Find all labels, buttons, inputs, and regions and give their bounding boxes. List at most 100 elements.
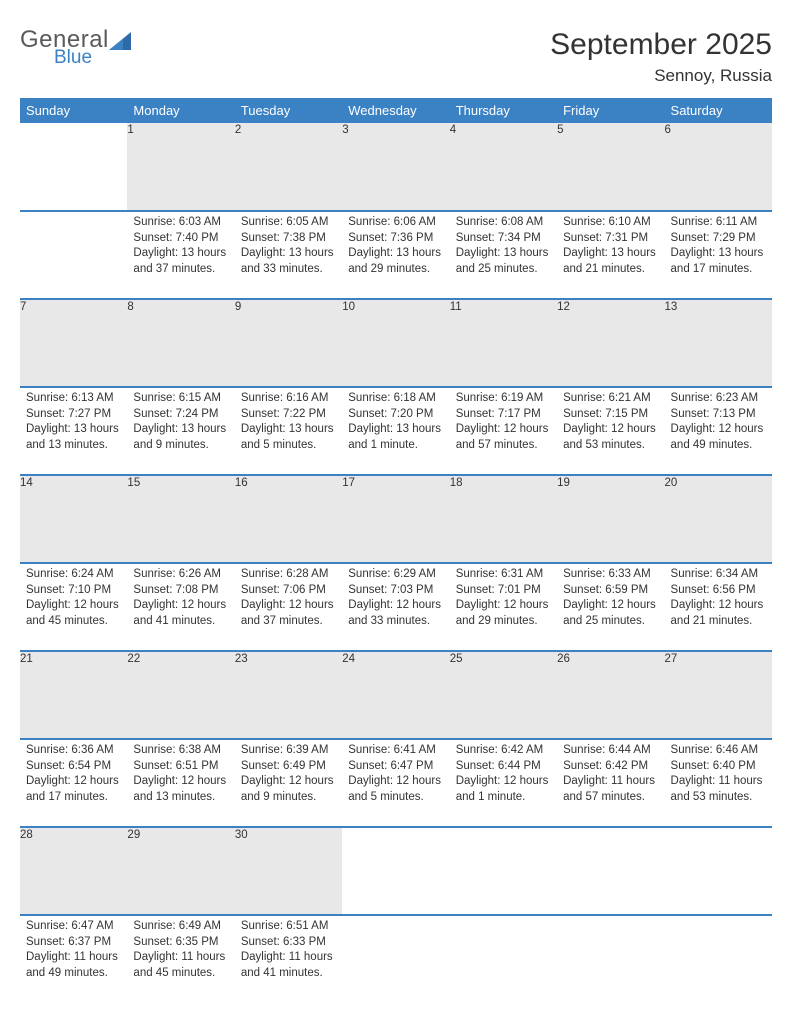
sunset-text: Sunset: 6:54 PM [26,759,121,775]
sunset-text: Sunset: 7:22 PM [241,407,336,423]
day-cell [450,915,557,1003]
daylight-text: Daylight: 12 hours and 53 minutes. [563,422,658,453]
day-cell-body: Sunrise: 6:46 AMSunset: 6:40 PMDaylight:… [665,740,772,811]
day-cell-body: Sunrise: 6:23 AMSunset: 7:13 PMDaylight:… [665,388,772,459]
sunset-text: Sunset: 6:51 PM [133,759,228,775]
day-number: 2 [235,123,342,211]
day-number: 17 [342,475,449,563]
sunset-text: Sunset: 7:27 PM [26,407,121,423]
sunrise-text: Sunrise: 6:28 AM [241,567,336,583]
sunrise-text: Sunrise: 6:34 AM [671,567,766,583]
day-cell-body: Sunrise: 6:19 AMSunset: 7:17 PMDaylight:… [450,388,557,459]
page-header: General Blue September 2025 Sennoy, Russ… [20,28,772,86]
day-cell: Sunrise: 6:18 AMSunset: 7:20 PMDaylight:… [342,387,449,475]
day-cell: Sunrise: 6:23 AMSunset: 7:13 PMDaylight:… [665,387,772,475]
day-number: 23 [235,651,342,739]
sunset-text: Sunset: 6:47 PM [348,759,443,775]
daylight-text: Daylight: 12 hours and 37 minutes. [241,598,336,629]
day-number [557,827,664,915]
daynum-row: 21222324252627 [20,651,772,739]
sunset-text: Sunset: 7:03 PM [348,583,443,599]
sunset-text: Sunset: 7:24 PM [133,407,228,423]
daylight-text: Daylight: 12 hours and 49 minutes. [671,422,766,453]
day-cell: Sunrise: 6:26 AMSunset: 7:08 PMDaylight:… [127,563,234,651]
day-cell: Sunrise: 6:33 AMSunset: 6:59 PMDaylight:… [557,563,664,651]
daylight-text: Daylight: 13 hours and 13 minutes. [26,422,121,453]
daylight-text: Daylight: 12 hours and 45 minutes. [26,598,121,629]
week-row: Sunrise: 6:13 AMSunset: 7:27 PMDaylight:… [20,387,772,475]
day-cell: Sunrise: 6:06 AMSunset: 7:36 PMDaylight:… [342,211,449,299]
day-cell-body: Sunrise: 6:15 AMSunset: 7:24 PMDaylight:… [127,388,234,459]
sunrise-text: Sunrise: 6:11 AM [671,215,766,231]
sunrise-text: Sunrise: 6:29 AM [348,567,443,583]
daylight-text: Daylight: 13 hours and 9 minutes. [133,422,228,453]
daylight-text: Daylight: 13 hours and 25 minutes. [456,246,551,277]
day-number: 13 [665,299,772,387]
daylight-text: Daylight: 12 hours and 25 minutes. [563,598,658,629]
daynum-row: 78910111213 [20,299,772,387]
day-number: 18 [450,475,557,563]
sunrise-text: Sunrise: 6:19 AM [456,391,551,407]
day-number: 11 [450,299,557,387]
brand-text: General Blue [20,28,109,67]
day-cell-body: Sunrise: 6:10 AMSunset: 7:31 PMDaylight:… [557,212,664,283]
sunset-text: Sunset: 6:56 PM [671,583,766,599]
sunset-text: Sunset: 6:35 PM [133,935,228,951]
day-number: 7 [20,299,127,387]
sunrise-text: Sunrise: 6:38 AM [133,743,228,759]
sunset-text: Sunset: 6:42 PM [563,759,658,775]
daylight-text: Daylight: 13 hours and 1 minute. [348,422,443,453]
sunset-text: Sunset: 7:38 PM [241,231,336,247]
brand-triangle-icon [109,32,131,52]
day-cell-body: Sunrise: 6:08 AMSunset: 7:34 PMDaylight:… [450,212,557,283]
day-cell: Sunrise: 6:42 AMSunset: 6:44 PMDaylight:… [450,739,557,827]
day-cell: Sunrise: 6:24 AMSunset: 7:10 PMDaylight:… [20,563,127,651]
day-cell-body: Sunrise: 6:33 AMSunset: 6:59 PMDaylight:… [557,564,664,635]
day-cell: Sunrise: 6:21 AMSunset: 7:15 PMDaylight:… [557,387,664,475]
day-cell: Sunrise: 6:19 AMSunset: 7:17 PMDaylight:… [450,387,557,475]
calendar-body: 123456Sunrise: 6:03 AMSunset: 7:40 PMDay… [20,123,772,1003]
sunset-text: Sunset: 6:59 PM [563,583,658,599]
day-number: 21 [20,651,127,739]
day-cell [342,915,449,1003]
day-number: 10 [342,299,449,387]
day-cell: Sunrise: 6:08 AMSunset: 7:34 PMDaylight:… [450,211,557,299]
day-number: 22 [127,651,234,739]
calendar-table: Sunday Monday Tuesday Wednesday Thursday… [20,98,772,1003]
day-cell: Sunrise: 6:36 AMSunset: 6:54 PMDaylight:… [20,739,127,827]
day-number: 27 [665,651,772,739]
day-cell-body: Sunrise: 6:38 AMSunset: 6:51 PMDaylight:… [127,740,234,811]
day-number: 20 [665,475,772,563]
dayhead-sun: Sunday [20,98,127,123]
day-cell-body: Sunrise: 6:34 AMSunset: 6:56 PMDaylight:… [665,564,772,635]
day-number: 29 [127,827,234,915]
day-cell-body: Sunrise: 6:05 AMSunset: 7:38 PMDaylight:… [235,212,342,283]
daynum-row: 282930 [20,827,772,915]
sunrise-text: Sunrise: 6:46 AM [671,743,766,759]
day-cell: Sunrise: 6:11 AMSunset: 7:29 PMDaylight:… [665,211,772,299]
daylight-text: Daylight: 12 hours and 1 minute. [456,774,551,805]
day-cell-body: Sunrise: 6:28 AMSunset: 7:06 PMDaylight:… [235,564,342,635]
day-cell-body: Sunrise: 6:49 AMSunset: 6:35 PMDaylight:… [127,916,234,987]
sunrise-text: Sunrise: 6:23 AM [671,391,766,407]
day-cell [665,915,772,1003]
sunrise-text: Sunrise: 6:26 AM [133,567,228,583]
sunrise-text: Sunrise: 6:24 AM [26,567,121,583]
daylight-text: Daylight: 12 hours and 33 minutes. [348,598,443,629]
daynum-row: 14151617181920 [20,475,772,563]
day-number [665,827,772,915]
day-cell: Sunrise: 6:31 AMSunset: 7:01 PMDaylight:… [450,563,557,651]
day-cell-body: Sunrise: 6:41 AMSunset: 6:47 PMDaylight:… [342,740,449,811]
week-row: Sunrise: 6:47 AMSunset: 6:37 PMDaylight:… [20,915,772,1003]
day-number [342,827,449,915]
sunrise-text: Sunrise: 6:41 AM [348,743,443,759]
day-cell: Sunrise: 6:05 AMSunset: 7:38 PMDaylight:… [235,211,342,299]
day-cell-body: Sunrise: 6:29 AMSunset: 7:03 PMDaylight:… [342,564,449,635]
day-cell: Sunrise: 6:47 AMSunset: 6:37 PMDaylight:… [20,915,127,1003]
day-cell: Sunrise: 6:16 AMSunset: 7:22 PMDaylight:… [235,387,342,475]
day-cell-body: Sunrise: 6:42 AMSunset: 6:44 PMDaylight:… [450,740,557,811]
day-cell: Sunrise: 6:10 AMSunset: 7:31 PMDaylight:… [557,211,664,299]
sunrise-text: Sunrise: 6:42 AM [456,743,551,759]
day-cell [20,211,127,299]
calendar-page: General Blue September 2025 Sennoy, Russ… [0,0,792,1023]
